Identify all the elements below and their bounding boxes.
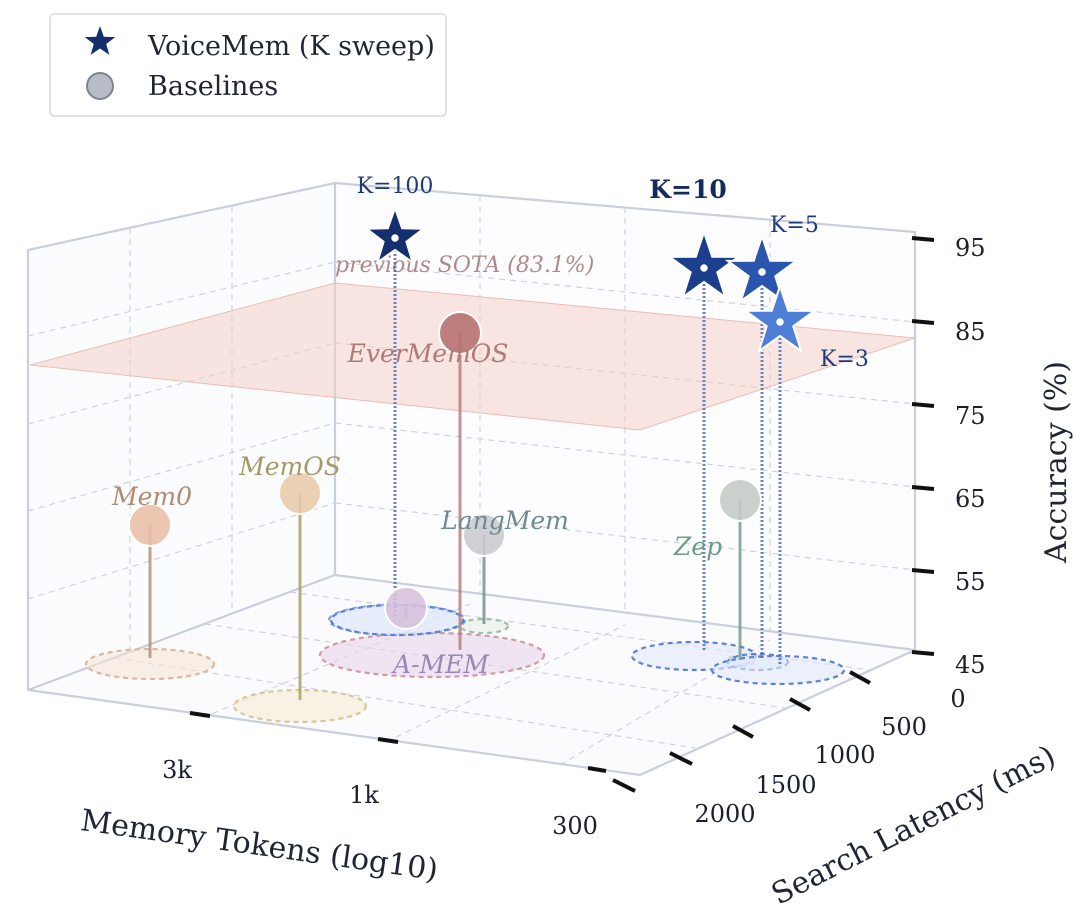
legend: VoiceMem (K sweep) Baselines [49,13,447,117]
legend-label-baselines: Baselines [148,71,278,102]
legend-label-voicemem: VoiceMem (K sweep) [147,31,435,62]
accuracy-axis: 95 85 75 65 55 45 Accuracy (%) [911,234,1074,679]
z-tick-mark-75 [911,402,935,408]
x-tick-label-1k: 1k [349,781,379,809]
voicemem-star-center-k-5 [756,266,768,278]
legend-star-icon [84,26,116,55]
left-wall-grid [27,206,336,652]
z-tick-label-85: 85 [955,318,986,346]
y-tick-mark-500 [789,697,811,712]
baseline-label-mem0: Mem0 [111,482,192,511]
sota-plane [29,282,916,431]
y-tick-label-1000: 1000 [814,741,875,769]
z-tick-mark-65 [911,485,935,491]
floor-shadow-k-3 [710,654,846,686]
baseline-marker-zep [718,478,762,522]
legend-box [49,13,447,117]
voicemem-label-k-5: K=5 [770,213,819,238]
baseline-marker-evermemos [438,311,482,355]
x-tick-mark-3k [189,711,211,718]
sota-plane-label: previous SOTA (83.1%) [335,253,594,278]
y-tick-mark-0 [849,670,871,685]
baseline-label-zep: Zep [673,532,722,561]
voicemem-label-k-100: K=100 [357,174,434,199]
voicemem-star-center-k-100 [389,232,401,244]
floor-edge-front-right [639,648,916,777]
baseline-marker-langmem [462,513,506,557]
baseline-marker-a-mem [384,586,428,630]
x-tick-label-300: 300 [552,812,598,840]
floor-edge-front-left [27,688,641,777]
voicemem-star-center-k-10 [698,262,710,274]
y-tick-label-1500: 1500 [755,771,816,799]
x-tick-mark-300 [587,766,607,773]
y-tick-mark-1000 [732,724,754,739]
y-axis-label: Search Latency (ms) [766,739,1061,913]
voicemem-label-k-3: K=3 [820,347,869,372]
x-tick-label-3k: 3k [162,756,192,784]
y-tick-label-2000: 2000 [694,800,755,828]
right-wall-edge [334,181,917,650]
legend-circle-icon [86,72,114,100]
z-axis-label: Accuracy (%) [1039,361,1074,564]
baseline-label-langmem: LangMem [440,506,569,535]
baseline-marker-mem0 [128,503,172,547]
z-tick-label-95: 95 [955,234,986,262]
z-tick-label-75: 75 [955,402,986,430]
voicemem-label-k-10: K=10 [649,175,726,204]
x-tick-mark-1k [377,737,399,744]
x-axis-label: Memory Tokens (log10) [79,803,441,888]
y-tick-label-0: 0 [950,685,965,713]
y-tick-label-500: 500 [881,713,927,741]
z-tick-mark-85 [911,319,935,325]
baseline-marker-memos [278,471,322,515]
y-tick-mark-1500 [669,751,693,766]
y-tick-mark-2000 [612,778,636,793]
baseline-label-evermemos: EverMemOS [347,339,509,368]
baseline-label-a-mem: A-MEM [391,650,490,679]
floor-shadow-mem0 [84,647,216,681]
z-tick-mark-95 [911,236,935,242]
baseline-label-memos: MemOS [238,452,341,481]
z-tick-mark-55 [911,568,935,574]
z-tick-mark-45 [911,650,935,656]
voicemem-star-center-k-3 [774,316,786,328]
z-tick-label-45: 45 [955,651,986,679]
floor-shadow-langmem [458,617,510,635]
z-tick-label-65: 65 [955,485,986,513]
data-marks: EverMemOS MemOS Mem0 LangMem Zep A-MEM K=100 K=… [84,174,869,724]
z-tick-label-55: 55 [955,568,986,596]
